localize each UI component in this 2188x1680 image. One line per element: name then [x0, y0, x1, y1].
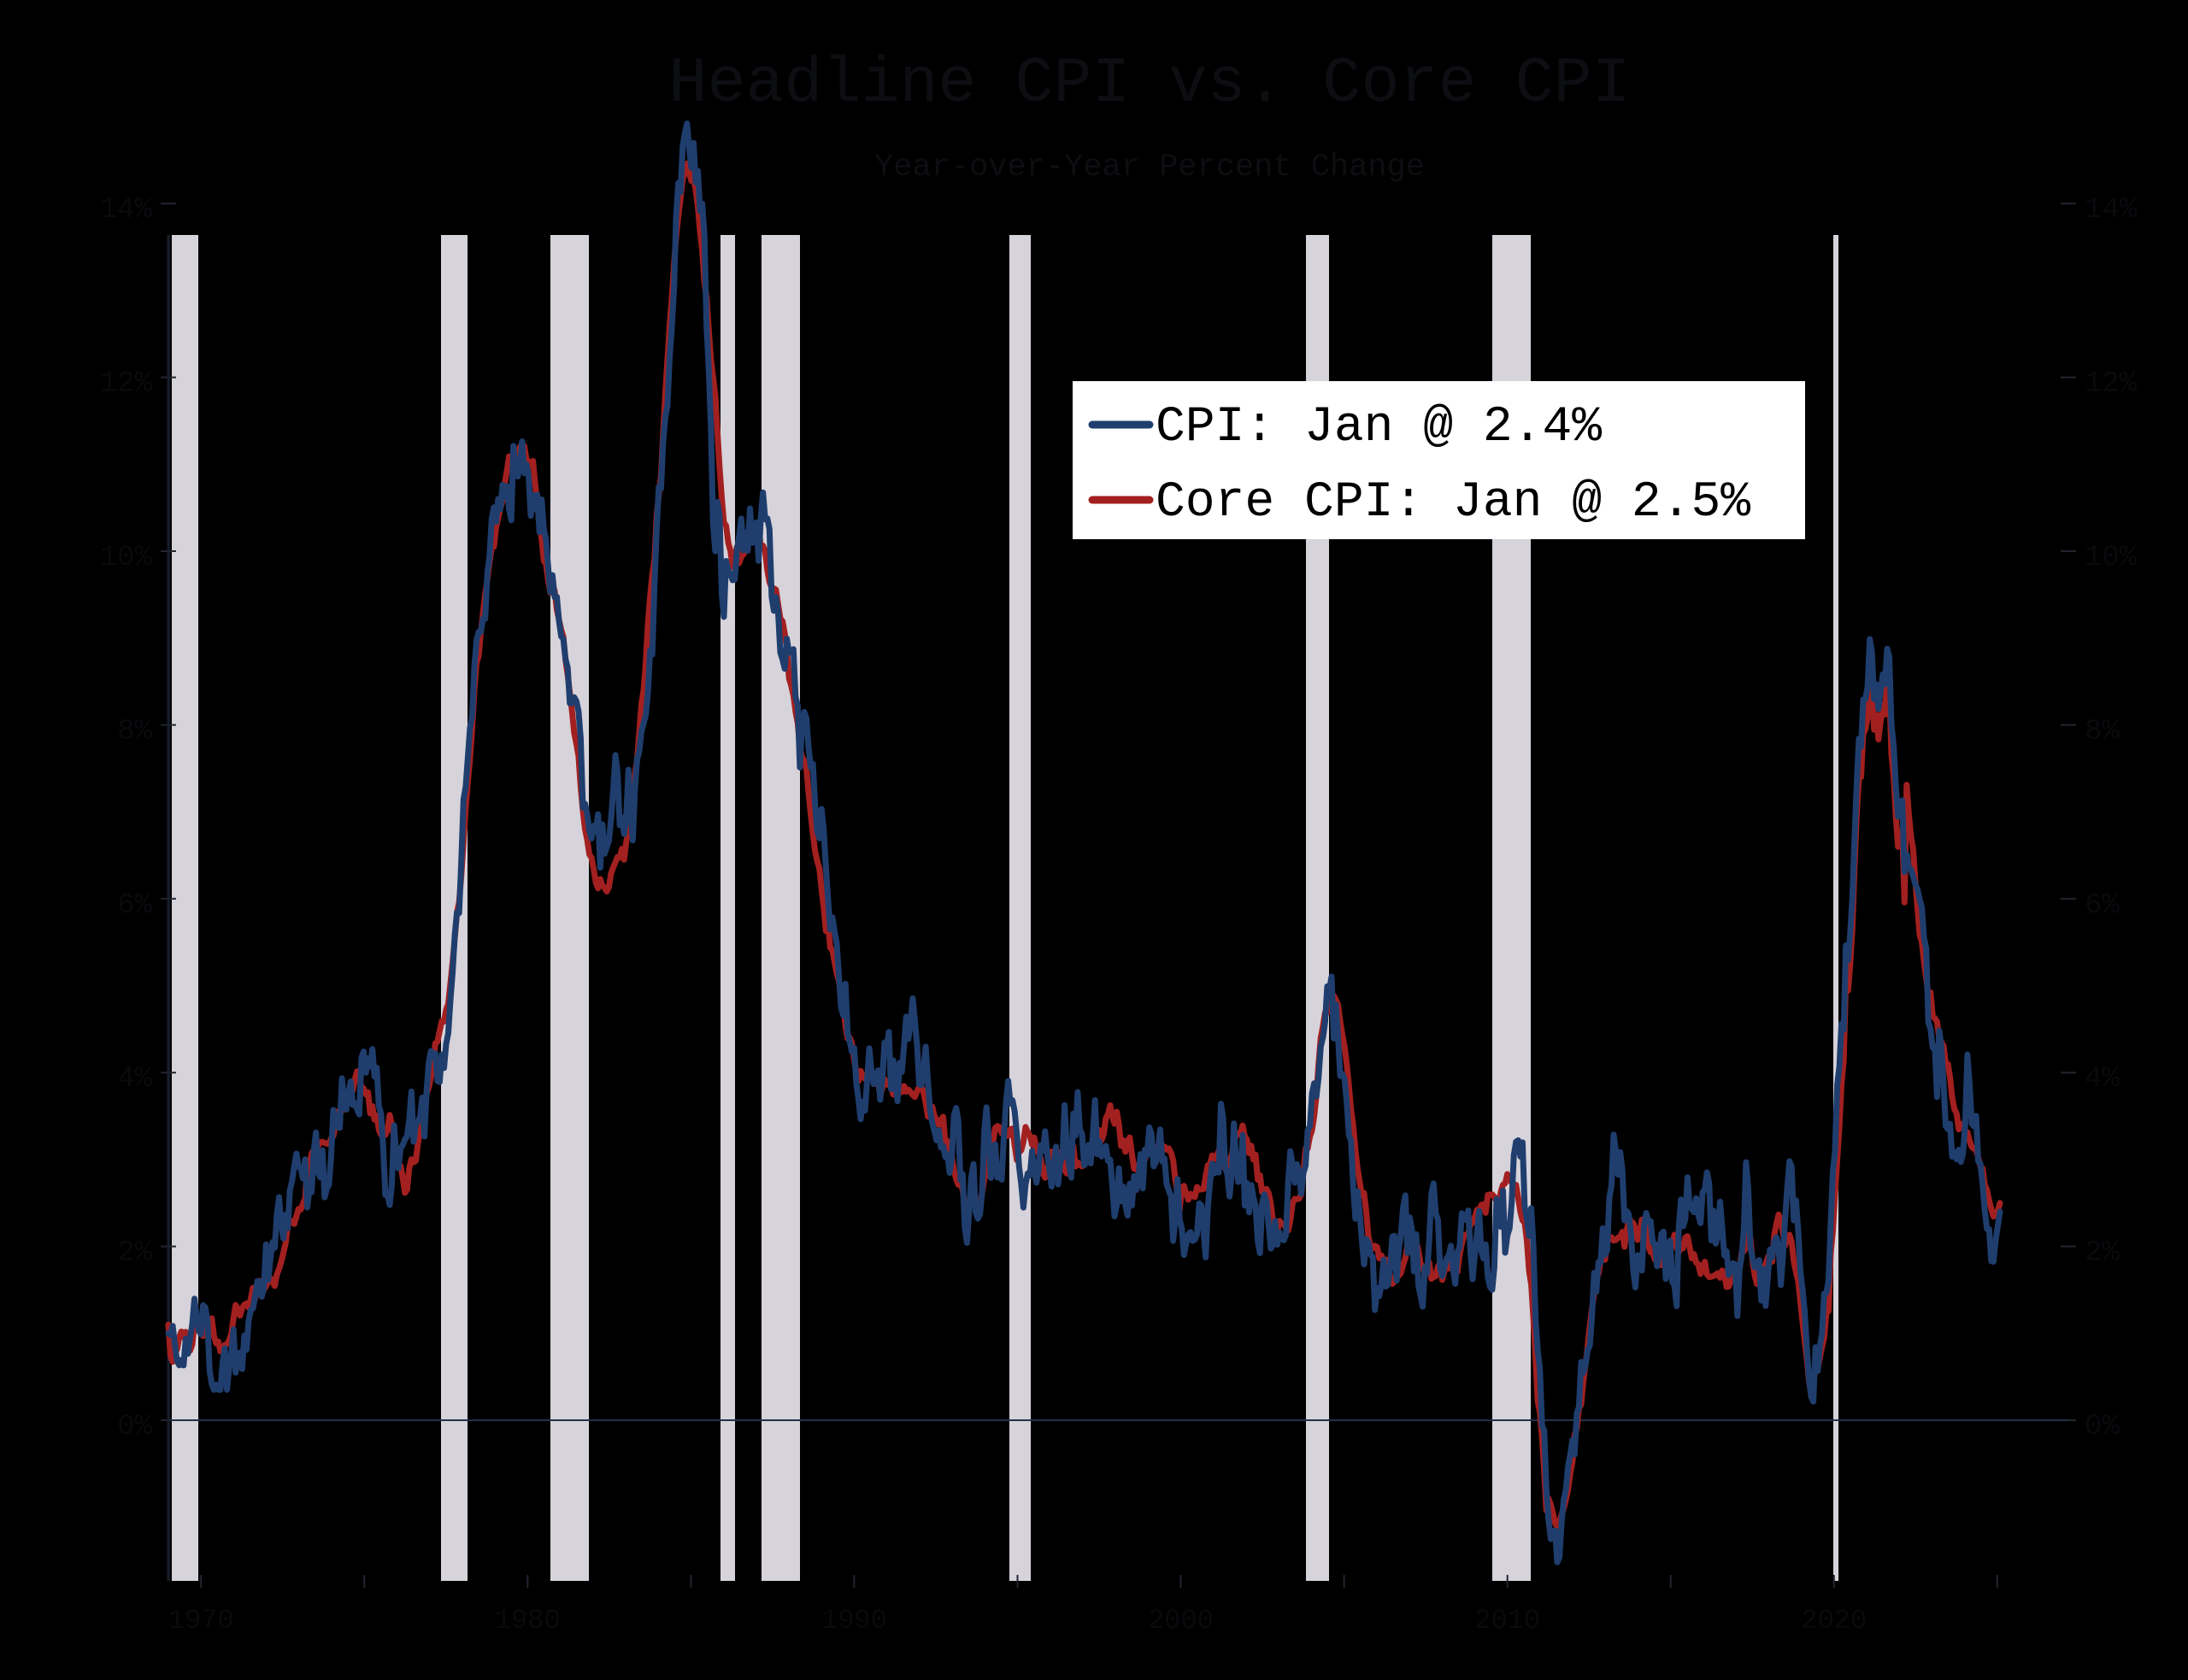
svg-text:2000: 2000 — [1148, 1605, 1214, 1636]
svg-text:2010: 2010 — [1474, 1605, 1540, 1636]
svg-text:4%: 4% — [2085, 1063, 2120, 1096]
svg-text:10%: 10% — [2085, 542, 2138, 574]
svg-text:10%: 10% — [100, 542, 153, 574]
svg-text:2020: 2020 — [1801, 1605, 1867, 1636]
svg-text:6%: 6% — [117, 890, 152, 922]
svg-text:Headline CPI vs. Core CPI: Headline CPI vs. Core CPI — [668, 48, 1630, 120]
svg-text:Core CPI: Jan @ 2.5%: Core CPI: Jan @ 2.5% — [1156, 475, 1750, 531]
svg-text:8%: 8% — [2085, 715, 2120, 748]
svg-text:0%: 0% — [2085, 1411, 2120, 1443]
svg-text:1970: 1970 — [168, 1605, 234, 1636]
svg-text:12%: 12% — [100, 368, 153, 401]
svg-text:14%: 14% — [2085, 194, 2138, 226]
svg-text:8%: 8% — [117, 715, 152, 748]
svg-text:Year-over-Year Percent Change: Year-over-Year Percent Change — [874, 150, 1425, 185]
svg-text:14%: 14% — [100, 194, 153, 226]
svg-text:12%: 12% — [2085, 368, 2138, 401]
svg-text:1980: 1980 — [495, 1605, 561, 1636]
svg-text:1990: 1990 — [821, 1605, 887, 1636]
svg-text:6%: 6% — [2085, 890, 2120, 922]
svg-text:2%: 2% — [2085, 1237, 2120, 1270]
svg-text:4%: 4% — [117, 1063, 152, 1096]
svg-text:CPI: Jan @ 2.4%: CPI: Jan @ 2.4% — [1156, 400, 1602, 455]
svg-text:0%: 0% — [117, 1411, 152, 1443]
svg-text:2%: 2% — [117, 1237, 152, 1270]
